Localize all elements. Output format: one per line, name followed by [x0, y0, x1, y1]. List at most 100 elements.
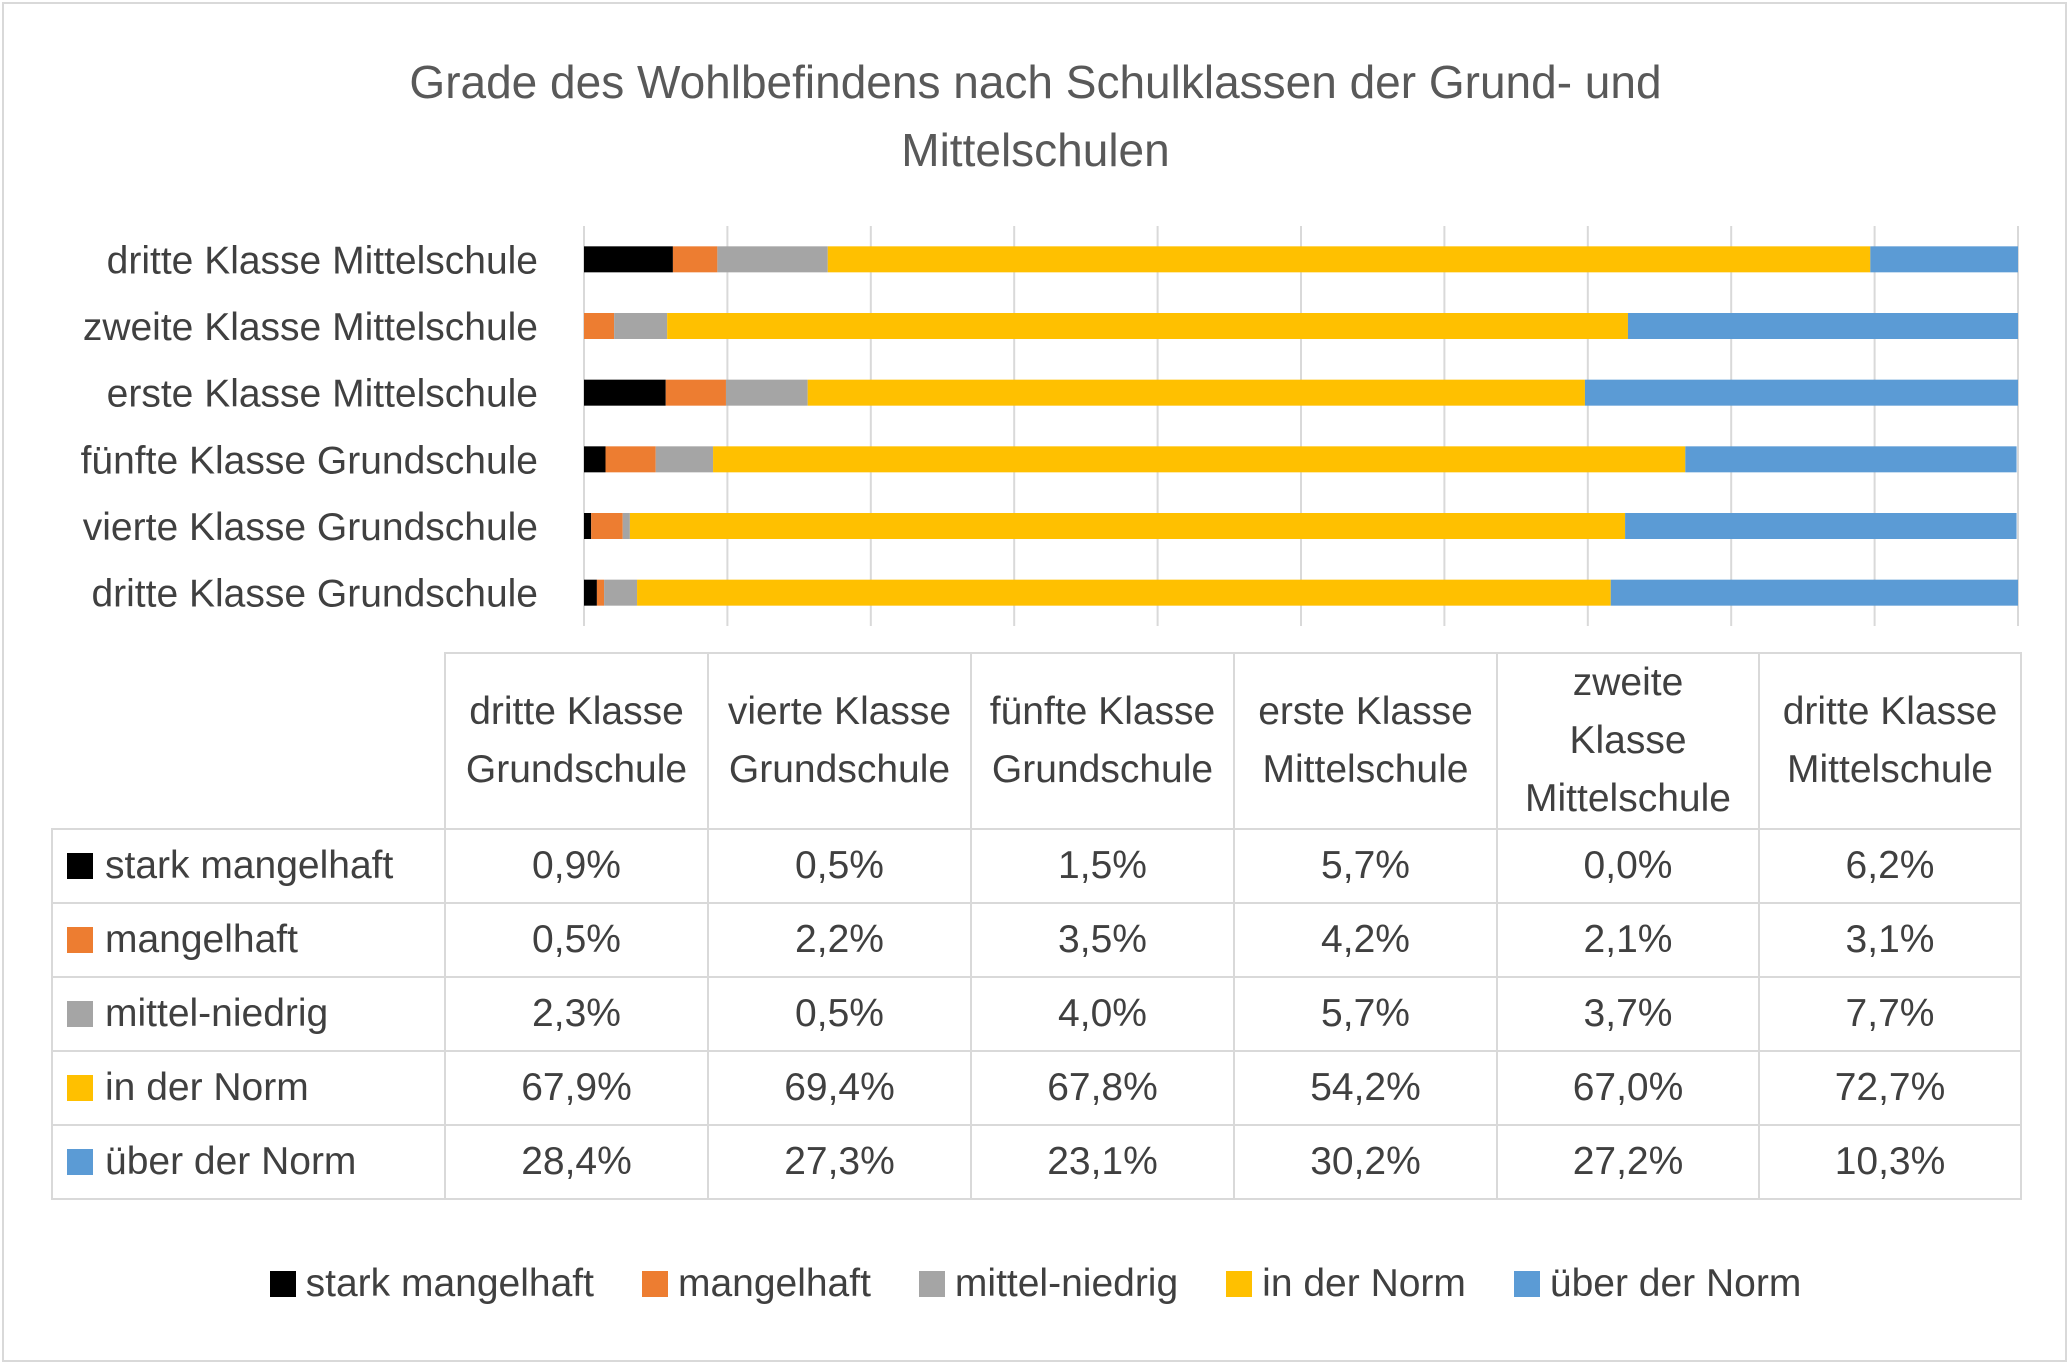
table-cell-value: 2,2% [707, 902, 972, 978]
table-cell-value: 67,9% [444, 1050, 709, 1126]
chart-title: Grade des Wohlbefindens nach Schulklasse… [0, 48, 2071, 184]
category-label: erste Klasse Mittelschule [107, 373, 538, 416]
table-cell-value: 3,1% [1758, 902, 2022, 978]
table-row: mittel-niedrig 2,3% 0,5% 4,0% 5,7% 3,7% 7,7% [51, 976, 2022, 1052]
table-cell-value: 30,2% [1233, 1124, 1498, 1200]
table-cell-value: 23,1% [970, 1124, 1235, 1200]
bar-chart: dritte Klasse Grundschule vierte Klasse G… [81, 226, 2019, 626]
table-cell-value: 0,9% [444, 828, 709, 904]
bar-mangelhaft [672, 246, 718, 273]
bar-mangelhaft [665, 379, 726, 406]
table-cell-value: 3,7% [1496, 976, 1760, 1052]
table-column-header-line: dritte Klasse [469, 690, 684, 733]
bar-mangelhaft [605, 446, 656, 473]
table-cell-value: 0,0% [1496, 828, 1760, 904]
legend-key-swatch [67, 1075, 93, 1101]
legend-item: mittel-niedrig [918, 1262, 1179, 1306]
table-cell-value: 54,2% [1233, 1050, 1498, 1126]
legend-swatch [918, 1271, 945, 1297]
table-cell-value: 67,0% [1496, 1050, 1760, 1126]
table-cell-value: 2,3% [444, 976, 709, 1052]
table-column-header-line: fünfte Klasse [989, 690, 1216, 733]
table-cell-value: 67,8% [970, 1050, 1235, 1126]
table-row-header: in der Norm [51, 1050, 446, 1126]
table-column-header-line: Grundschule [991, 748, 1214, 791]
table-column-header-line: Klasse [1569, 719, 1687, 762]
bar-stark-mangelhaft [584, 246, 673, 273]
table-column-header-line: Mittelschule [1262, 748, 1469, 791]
table-column-header-line: vierte Klasse [727, 690, 952, 733]
table-cell-value: 27,3% [707, 1124, 972, 1200]
bar-in-der-norm [637, 579, 1611, 606]
legend-key-swatch [67, 1001, 93, 1027]
table-column-header: dritte Klasse Grundschule [444, 652, 709, 830]
table-row: stark mangelhaft 0,9% 0,5% 1,5% 5,7% 0,0% 6,2% [51, 828, 2022, 904]
table-cell-value: 72,7% [1758, 1050, 2022, 1126]
table-column-header-line: Grundschule [465, 748, 688, 791]
bar-mittel-niedrig [655, 446, 714, 473]
bar-ueber-der-norm [1685, 446, 2017, 473]
table-cell-value: 0,5% [444, 902, 709, 978]
table-cell-value: 4,2% [1233, 902, 1498, 978]
table-column-header: zweite Klasse Mittelschule [1496, 652, 1760, 830]
bar-mangelhaft [596, 579, 605, 606]
legend-key-swatch [67, 927, 93, 953]
bar-in-der-norm [807, 379, 1585, 406]
category-label: vierte Klasse Grundschule [83, 506, 538, 549]
table-row-label: mittel-niedrig [105, 992, 329, 1035]
bar-mittel-niedrig [717, 246, 828, 273]
table-row: mangelhaft 0,5% 2,2% 3,5% 4,2% 2,1% 3,1% [51, 902, 2022, 978]
legend-item: mangelhaft [641, 1262, 871, 1306]
legend-key-swatch [67, 853, 93, 879]
legend-swatch [269, 1271, 296, 1297]
table-column-header-line: zweite [1572, 661, 1684, 704]
chart-title-line-2: Mittelschulen [901, 124, 1170, 176]
table-column-header-line: Mittelschule [1525, 777, 1731, 820]
bar-ueber-der-norm [1627, 313, 2018, 339]
bar-stark-mangelhaft [584, 513, 592, 539]
table-row: in der Norm 67,9% 69,4% 67,8% 54,2% 67,0% 72,7… [51, 1050, 2022, 1126]
table-row-header: mittel-niedrig [51, 976, 446, 1052]
table-cell-value: 7,7% [1758, 976, 2022, 1052]
table-column-header-line: Mittelschule [1787, 748, 1993, 791]
table-cell-value: 28,4% [444, 1124, 709, 1200]
legend-label: mangelhaft [677, 1262, 871, 1305]
table-column-header: dritte Klasse Mittelschule [1758, 652, 2022, 830]
table-column-header: erste Klasse Mittelschule [1233, 652, 1498, 830]
bar-ueber-der-norm [1610, 579, 2018, 606]
bar-mittel-niedrig [614, 313, 668, 339]
legend-label: stark mangelhaft [305, 1262, 594, 1305]
bar-mittel-niedrig [604, 579, 638, 606]
table-row-label: in der Norm [105, 1066, 309, 1109]
legend-item: in der Norm [1226, 1262, 1466, 1306]
legend: stark mangelhaft mangelhaft mittel-niedrig… [0, 1262, 2071, 1306]
legend-swatch [1226, 1271, 1253, 1297]
bar-mangelhaft [584, 313, 615, 339]
table-row-label: stark mangelhaft [105, 844, 394, 887]
table-cell-value: 6,2% [1758, 828, 2022, 904]
table-row: über der Norm 28,4% 27,3% 23,1% 30,2% 27,2% 10… [51, 1124, 2022, 1200]
table-row-label: mangelhaft [105, 918, 298, 961]
legend-swatch [641, 1271, 668, 1297]
table-cell-value: 1,5% [970, 828, 1235, 904]
table-body: stark mangelhaft 0,9% 0,5% 1,5% 5,7% 0,0% 6,2%… [51, 828, 2022, 1200]
category-label: fünfte Klasse Grundschule [81, 439, 538, 482]
legend-swatch [1513, 1271, 1540, 1297]
bar-mittel-niedrig [725, 379, 808, 406]
bar-stark-mangelhaft [584, 379, 666, 406]
legend-label: mittel-niedrig [954, 1262, 1179, 1305]
table-row-header: über der Norm [51, 1124, 446, 1200]
table-column-header-line: erste Klasse [1258, 690, 1473, 733]
bar-stark-mangelhaft [584, 579, 597, 606]
chart-title-line-1: Grade des Wohlbefindens nach Schulklasse… [409, 56, 1662, 108]
data-table: dritte Klasse Grundschule vierte Klasse Gru… [51, 652, 2022, 1200]
table-cell-value: 2,1% [1496, 902, 1760, 978]
table-corner [52, 653, 446, 830]
legend-label: in der Norm [1262, 1262, 1466, 1305]
legend-key-swatch [67, 1149, 93, 1175]
bar-in-der-norm [713, 446, 1686, 473]
bar-ueber-der-norm [1870, 246, 2018, 273]
table-cell-value: 69,4% [707, 1050, 972, 1126]
category-label: dritte Klasse Mittelschule [107, 239, 538, 282]
